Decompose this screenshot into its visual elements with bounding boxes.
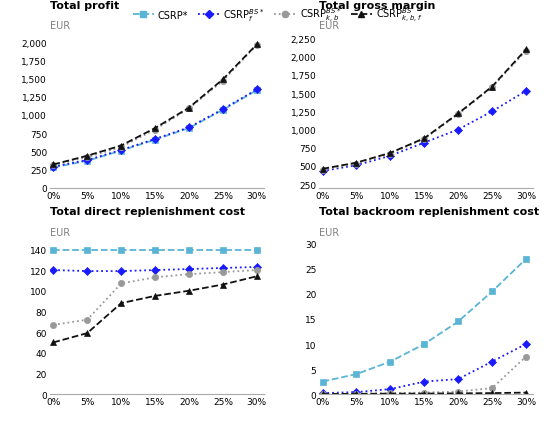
Text: Percent: Percent [138,249,175,259]
Text: EUR: EUR [50,21,70,31]
Text: Percent: Percent [407,249,445,259]
Text: EUR: EUR [50,227,70,237]
Legend: CSRP*, CSRP$_f^{BS*}$, CSRP$_{k,b}^{BS*}$, CSRP$_{k,b,f}^{BS}$: CSRP*, CSRP$_f^{BS*}$, CSRP$_{k,b}^{BS*}… [129,3,426,28]
Text: Total direct replenishment cost: Total direct replenishment cost [50,207,245,217]
Text: Space elasticity: Space elasticity [379,233,473,243]
Text: Total backroom replenishment cost: Total backroom replenishment cost [319,207,539,217]
Text: Total gross margin: Total gross margin [319,1,436,11]
Text: EUR: EUR [319,227,339,237]
Text: EUR: EUR [319,21,339,31]
Text: Total profit: Total profit [50,1,119,11]
Text: Space elasticity: Space elasticity [110,233,204,243]
